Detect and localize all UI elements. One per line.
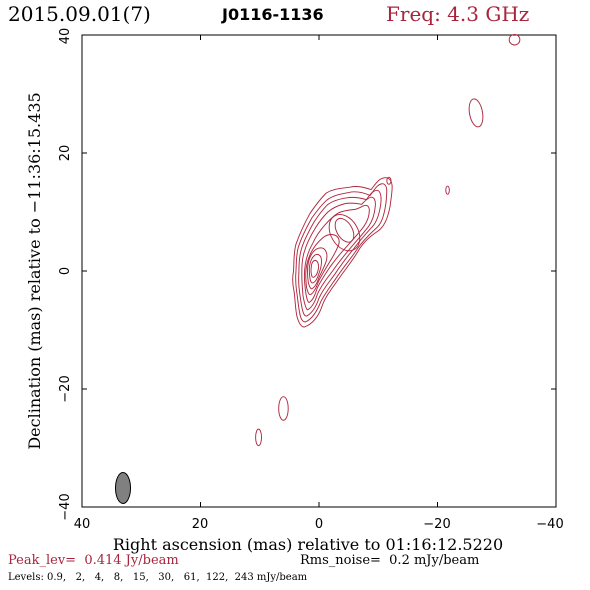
contour-island — [278, 396, 289, 421]
plot-frame — [81, 34, 557, 508]
contour-level-9 — [310, 259, 320, 278]
header-source: J0116-1136 — [222, 5, 324, 24]
axis-ticks — [81, 34, 557, 508]
contour-island — [468, 98, 484, 128]
x-tick-labels: 40 20 0 −20 −40 — [74, 517, 564, 532]
y-tick-labels: −40 −20 0 20 40 — [58, 28, 73, 521]
y-axis-label: Declination (mas) relative to −11:36:15.… — [25, 92, 44, 449]
y-tick-label: −20 — [58, 375, 73, 402]
contour-level-8 — [308, 253, 322, 284]
contour-island — [255, 428, 263, 447]
header-frequency: Freq: 4.3 GHz — [386, 2, 530, 26]
contour-level-4 — [301, 196, 376, 311]
x-tick-label: 20 — [192, 517, 209, 532]
jet-knot-outer — [328, 214, 361, 252]
header-date: 2015.09.01(7) — [8, 2, 151, 26]
contour-level-7 — [307, 247, 328, 290]
contour-level-1 — [292, 177, 393, 328]
x-tick-label: 40 — [74, 517, 91, 532]
contour-level-5 — [303, 204, 370, 303]
contour-island — [508, 33, 521, 46]
contour-levels: Levels: 0.9, 2, 4, 8, 15, 30, 61, 122, 2… — [8, 572, 308, 583]
y-tick-label: 20 — [58, 145, 73, 162]
x-tick-label: −40 — [536, 517, 563, 532]
y-tick-label: 40 — [58, 28, 73, 45]
contour-island — [445, 185, 450, 195]
jet-knot-inner — [334, 217, 355, 243]
contour-level-6 — [305, 234, 340, 296]
y-tick-label: 0 — [58, 267, 73, 275]
contour-level-3 — [298, 189, 382, 317]
rms-noise: Rms_noise= 0.2 mJy/beam — [300, 553, 480, 568]
peak-level: Peak_lev= 0.414 Jy/beam — [8, 553, 179, 568]
contours — [255, 33, 521, 447]
contour-island — [386, 176, 392, 185]
y-tick-label: −40 — [58, 493, 73, 520]
x-tick-label: −20 — [423, 517, 450, 532]
beam-ellipse — [115, 472, 131, 504]
contour-level-2 — [295, 183, 388, 323]
x-tick-label: 0 — [315, 517, 323, 532]
x-axis-label: Right ascension (mas) relative to 01:16:… — [113, 535, 503, 554]
